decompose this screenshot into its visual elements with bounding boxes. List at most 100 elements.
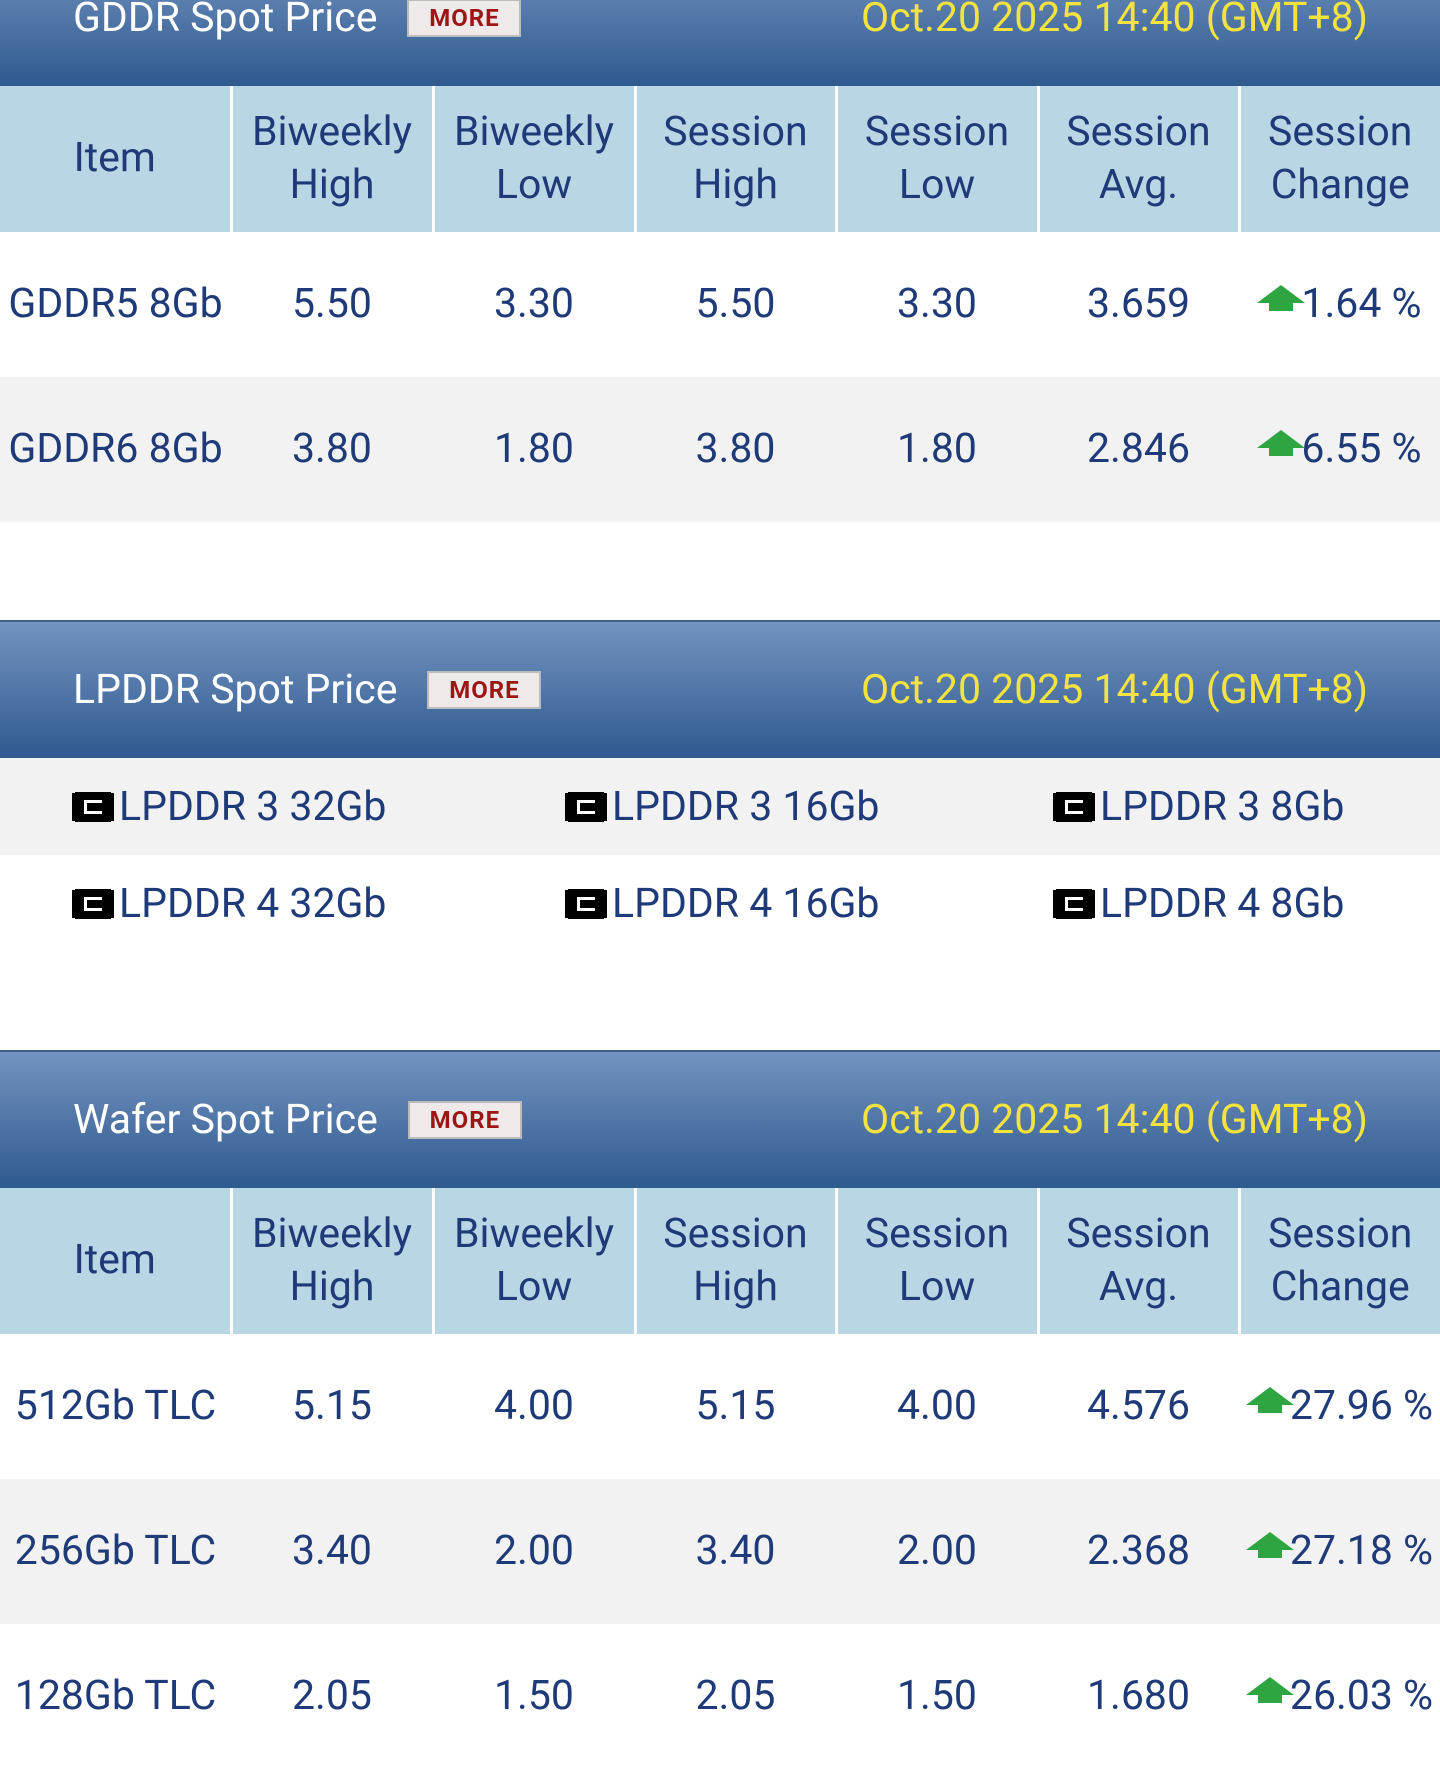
price-cell: 5.15 [292,1381,372,1430]
chip-icon [568,791,604,822]
product-link[interactable]: LPDDR 3 8Gb [1056,783,1344,831]
data-row: 256Gb TLC 3.40 2.00 3.40 2.00 2.368 27.18 % [0,1479,1440,1624]
price-cell: 5.15 [695,1381,776,1430]
price-cell: 2.05 [695,1671,776,1720]
change-cell: 27.18 % [1239,1479,1440,1624]
change-value: 1.64 % [1301,279,1422,328]
header-cell: Session Avg. [1036,1188,1239,1334]
change-cell: 6.55 % [1239,377,1440,522]
link-text: LPDDR 4 32Gb [119,879,387,928]
price-cell: 2.368 [1038,1479,1239,1624]
update-time: Oct.20 2025 14:40 (GMT+8) [861,0,1368,42]
header-cell: Session Avg. [1036,86,1239,232]
price-cell: 3.30 [494,279,574,328]
header-cell: Biweekly High [229,86,433,232]
price-cell: 3.80 [635,377,836,522]
data-row: 512Gb TLC 5.15 4.00 5.15 4.00 4.576 27.96 % [0,1334,1440,1479]
section-title: LPDDR Spot Price [73,666,398,714]
price-cell: 3.80 [231,377,433,522]
data-row: GDDR5 8Gb 5.50 3.30 5.50 3.30 3.659 1.64 % [0,232,1440,377]
chip-icon [75,791,111,822]
chip-icon [568,888,604,919]
price-cell: 3.40 [231,1479,433,1624]
price-cell: 5.50 [292,279,372,328]
item-cell: 512Gb TLC [14,1381,217,1430]
price-cell: 2.846 [1038,377,1239,522]
section-banner: Wafer Spot Price MORE Oct.20 2025 14:40 (G… [0,1050,1440,1188]
up-arrow [1245,1531,1294,1558]
product-link[interactable]: LPDDR 3 32Gb [75,783,386,831]
change-cell: 1.64 % [1239,232,1440,377]
item-cell: GDDR5 8Gb [8,279,223,328]
link-text: LPDDR 3 8Gb [1100,782,1345,831]
header-cell: Session High [633,1188,836,1334]
chip-icon [75,888,111,919]
header-cell: Session Low [834,1188,1038,1334]
header-cell: Biweekly Low [431,1188,635,1334]
price-cell: 1.50 [897,1671,977,1720]
header-row: Item Biweekly High Biweekly Low Session Hig… [0,1188,1440,1334]
header-cell: Biweekly Low [431,86,635,232]
price-cell: 3.40 [635,1479,836,1624]
section-title: GDDR Spot Price [73,0,378,42]
header-cell: Session Change [1237,1188,1440,1334]
price-cell: 2.00 [433,1479,635,1624]
update-time: Oct.20 2025 14:40 (GMT+8) [861,666,1368,714]
update-time: Oct.20 2025 14:40 (GMT+8) [861,1096,1368,1144]
product-link[interactable]: LPDDR 3 16Gb [568,783,879,831]
price-table: Item Biweekly High Biweekly Low Session Hig… [0,86,1440,522]
section-banner: GDDR Spot Price MORE Oct.20 2025 14:40 (GM… [0,0,1440,86]
price-cell: 3.659 [1087,279,1190,328]
product-link[interactable]: LPDDR 4 32Gb [75,880,386,928]
change-value: 27.18 % [1289,1526,1434,1575]
link-text: LPDDR 3 32Gb [119,782,387,831]
data-row: 128Gb TLC 2.05 1.50 2.05 1.50 1.680 26.03 % [0,1624,1440,1769]
section-banner: LPDDR Spot Price MORE Oct.20 2025 14:40 (G… [0,620,1440,758]
up-arrow [1257,429,1306,456]
price-cell: 1.80 [836,377,1038,522]
up-arrow [1245,1386,1294,1413]
more-button[interactable]: MORE [407,1101,522,1139]
change-value: 6.55 % [1301,424,1422,473]
price-cell: 2.05 [292,1671,372,1720]
link-row: LPDDR 3 32Gb LPDDR 3 16Gb LPDDR 3 8Gb [0,758,1440,855]
item-cell: 256Gb TLC [0,1479,231,1624]
price-cell: 3.30 [897,279,977,328]
price-cell: 2.00 [836,1479,1038,1624]
data-row: GDDR6 8Gb 3.80 1.80 3.80 1.80 2.846 6.55 % [0,377,1440,522]
chip-icon [1056,888,1092,919]
change-value: 26.03 % [1289,1671,1434,1720]
header-cell: Item [0,1188,231,1334]
item-cell: 128Gb TLC [14,1671,217,1720]
link-row: LPDDR 4 32Gb LPDDR 4 16Gb LPDDR 4 8Gb [0,855,1440,952]
price-cell: 5.50 [695,279,776,328]
header-row: Item Biweekly High Biweekly Low Session Hig… [0,86,1440,232]
header-cell: Item [0,86,231,232]
chip-icon [1056,791,1092,822]
price-cell: 1.680 [1087,1671,1190,1720]
up-arrow [1245,1676,1294,1703]
header-cell: Session Low [834,86,1038,232]
change-cell: 27.96 % [1239,1334,1440,1479]
more-button[interactable]: MORE [407,0,522,37]
header-cell: Biweekly High [229,1188,433,1334]
product-link[interactable]: LPDDR 4 16Gb [568,880,879,928]
price-cell: 1.80 [433,377,635,522]
more-button[interactable]: MORE [427,671,542,709]
change-value: 27.96 % [1289,1381,1434,1430]
link-text: LPDDR 3 16Gb [612,782,880,831]
section-title: Wafer Spot Price [73,1096,378,1144]
item-cell: GDDR6 8Gb [0,377,231,522]
header-cell: Session Change [1237,86,1440,232]
up-arrow [1257,284,1306,311]
price-table: Item Biweekly High Biweekly Low Session Hig… [0,1188,1440,1769]
price-cell: 1.50 [494,1671,574,1720]
price-cell: 4.00 [897,1381,977,1430]
change-cell: 26.03 % [1239,1624,1440,1769]
price-cell: 4.00 [494,1381,574,1430]
link-text: LPDDR 4 8Gb [1100,879,1345,928]
header-cell: Session High [633,86,836,232]
product-link[interactable]: LPDDR 4 8Gb [1056,880,1344,928]
link-text: LPDDR 4 16Gb [612,879,880,928]
